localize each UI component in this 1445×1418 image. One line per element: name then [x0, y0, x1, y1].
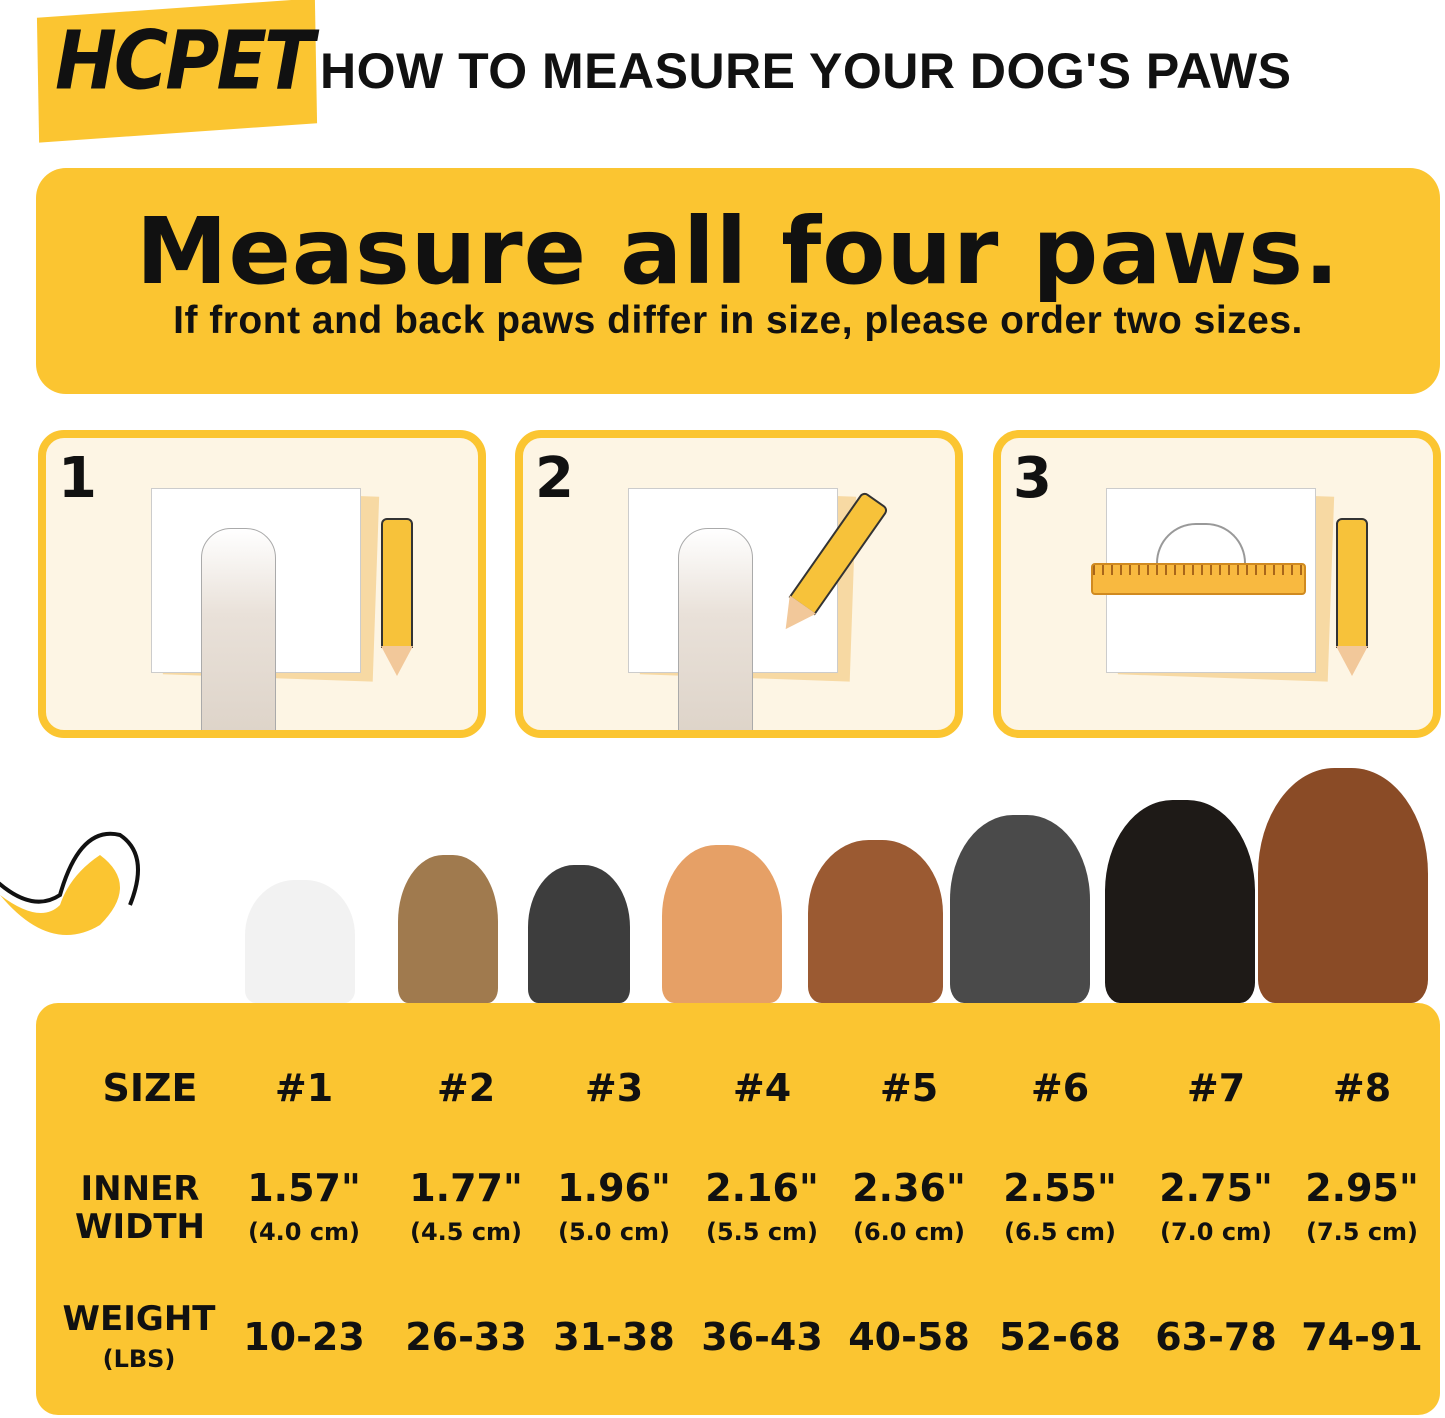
size-label: SIZE	[102, 1066, 198, 1110]
inner-width-cm: (4.5 cm)	[409, 1218, 523, 1246]
brand-logo: HCPET	[55, 13, 315, 109]
dog-husky	[950, 815, 1090, 1003]
inner-width-cm: (6.5 cm)	[1003, 1218, 1117, 1246]
dog-schnauzer	[528, 865, 630, 1003]
inner-width-cm: (4.0 cm)	[247, 1218, 361, 1246]
dog-bichon	[245, 880, 355, 1003]
size-cell: #6	[1030, 1066, 1090, 1110]
weight-range: 63-78	[1155, 1315, 1277, 1359]
weight-range: 40-58	[848, 1315, 970, 1359]
dog-leg-illustration	[678, 528, 753, 730]
width-label: INNER WIDTH	[75, 1170, 205, 1246]
weight-range: 31-38	[553, 1315, 675, 1359]
size-cell: #7	[1186, 1066, 1246, 1110]
inner-width-cm: (5.5 cm)	[705, 1218, 819, 1246]
pencil-icon	[1336, 518, 1368, 676]
step-number: 3	[1013, 446, 1052, 511]
dog-rottweiler	[1105, 800, 1255, 1003]
banner-subline: If front and back paws differ in size, p…	[173, 299, 1303, 342]
inner-width-inches: 2.75"	[1159, 1166, 1273, 1210]
inner-width-inches: 2.36"	[852, 1166, 966, 1210]
inner-width-inches: 1.96"	[557, 1166, 671, 1210]
dog-yorkie	[398, 855, 498, 1003]
size-cell: #1	[274, 1066, 334, 1110]
step-number: 2	[535, 446, 574, 511]
inner-width-inches: 2.95"	[1305, 1166, 1419, 1210]
weight-range: 74-91	[1301, 1315, 1423, 1359]
step-3-measure-width: 3	[993, 430, 1441, 738]
inner-width-cm: (5.0 cm)	[557, 1218, 671, 1246]
weight-range: 52-68	[999, 1315, 1121, 1359]
size-chart: SIZE INNER WIDTH WEIGHT (LBS) #1 1.57" (4.0 …	[36, 1003, 1440, 1415]
weight-label: WEIGHT (LBS)	[63, 1299, 216, 1379]
inner-width-inches: 2.16"	[705, 1166, 819, 1210]
weight-label-line1: WEIGHT	[62, 1299, 216, 1339]
dog-australian-shepherd	[808, 840, 943, 1003]
weight-range: 26-33	[405, 1315, 527, 1359]
size-cell: #5	[879, 1066, 939, 1110]
inner-width-inches: 1.77"	[409, 1166, 523, 1210]
weight-label-line2: (LBS)	[102, 1345, 176, 1373]
step-2-draw-outline: 2	[515, 430, 963, 738]
ruler-icon	[1091, 563, 1306, 595]
size-cell: #4	[732, 1066, 792, 1110]
instruction-banner: Measure all four paws. If front and back…	[36, 168, 1440, 394]
weight-range: 10-23	[243, 1315, 365, 1359]
inner-width-cm: (6.0 cm)	[852, 1218, 966, 1246]
inner-width-inches: 2.55"	[1003, 1166, 1117, 1210]
step-number: 1	[58, 446, 97, 511]
step-1-trace-paw: 1	[38, 430, 486, 738]
weight-range: 36-43	[701, 1315, 823, 1359]
size-cell: #8	[1332, 1066, 1392, 1110]
page-title: HOW TO MEASURE YOUR DOG'S PAWS	[320, 43, 1292, 99]
dog-leg-illustration	[201, 528, 276, 730]
dog-saint-bernard	[1258, 768, 1428, 1003]
pencil-icon	[381, 518, 413, 676]
inner-width-cm: (7.0 cm)	[1159, 1218, 1273, 1246]
dog-shiba	[662, 845, 782, 1003]
inner-width-cm: (7.5 cm)	[1305, 1218, 1419, 1246]
size-cell: #3	[584, 1066, 644, 1110]
size-cell: #2	[436, 1066, 496, 1110]
inner-width-inches: 1.57"	[247, 1166, 361, 1210]
width-label-line1: INNER	[80, 1169, 200, 1209]
swoosh-decoration	[0, 831, 140, 935]
width-label-line2: WIDTH	[74, 1207, 206, 1247]
banner-headline: Measure all four paws.	[135, 198, 1341, 305]
